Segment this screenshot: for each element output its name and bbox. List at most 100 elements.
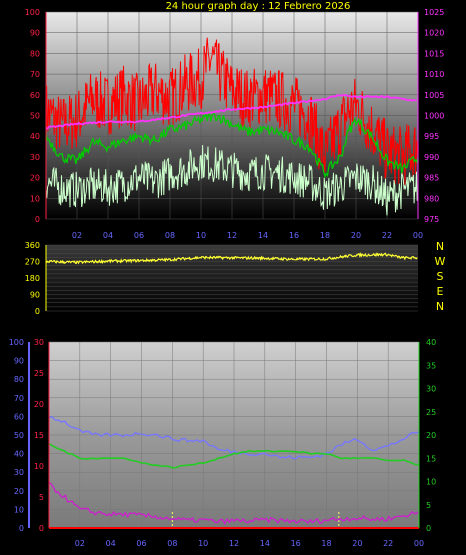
climate-chart: 0102030405060708090100051015202530051015…: [9, 338, 436, 548]
pressure-tick-label: 1015: [424, 49, 444, 58]
pressure-tick-label: 985: [424, 174, 439, 183]
climate-ticks: 0102030405060708090100051015202530051015…: [9, 338, 436, 548]
humidity-tick-label: 100: [9, 338, 24, 347]
x-tick-label: 22: [383, 539, 393, 548]
wind-tick-label: 70: [30, 70, 40, 79]
compass-label: N: [436, 240, 444, 253]
chart-title: 24 hour graph day : 12 Febrero 2026: [166, 1, 351, 12]
humidity-tick-label: 80: [14, 375, 24, 384]
pressure-tick-label: 1005: [424, 91, 444, 100]
wind-tick-label: 100: [25, 8, 40, 17]
x-tick-label: 06: [136, 539, 146, 548]
dewpoint-tick-label: 5: [39, 493, 44, 502]
humidity-tick-label: 70: [14, 394, 24, 403]
temperature-tick-label: 20: [426, 431, 436, 440]
dewpoint-tick-label: 30: [34, 338, 44, 347]
x-tick-label: 08: [167, 539, 177, 548]
x-tick-label: 00: [413, 231, 423, 240]
humidity-tick-label: 20: [14, 487, 24, 496]
pressure-tick-label: 1025: [424, 8, 444, 17]
compass-label: N: [436, 300, 444, 313]
climate-grid: [49, 341, 420, 529]
dewpoint-tick-label: 10: [34, 462, 44, 471]
temperature-tick-label: 15: [426, 454, 436, 463]
temperature-tick-label: 35: [426, 361, 436, 370]
dewpoint-tick-label: 20: [34, 400, 44, 409]
climate-series: [48, 416, 420, 529]
wind-tick-label: 40: [30, 132, 40, 141]
direction-series: [45, 252, 418, 265]
temperature-tick-label: 30: [426, 385, 436, 394]
temperature-tick-label: 10: [426, 478, 436, 487]
x-tick-label: 14: [260, 539, 270, 548]
wind-pressure-series: [45, 37, 419, 216]
x-tick-label: 22: [382, 231, 392, 240]
compass-label: S: [437, 270, 444, 283]
x-tick-label: 04: [103, 231, 113, 240]
temperature-tick-label: 0: [426, 524, 431, 533]
humidity-line: [48, 416, 420, 460]
dewpoint-tick-label: 15: [34, 431, 44, 440]
x-tick-label: 12: [229, 539, 239, 548]
x-tick-label: 12: [227, 231, 237, 240]
x-tick-label: 10: [198, 539, 208, 548]
temperature-line: [48, 443, 420, 469]
wind-tick-label: 0: [35, 215, 40, 224]
humidity-tick-label: 60: [14, 412, 24, 421]
pressure-tick-label: 995: [424, 132, 439, 141]
wind-tick-label: 60: [30, 91, 40, 100]
temperature-tick-label: 5: [426, 501, 431, 510]
humidity-tick-label: 50: [14, 431, 24, 440]
x-tick-label: 08: [165, 231, 175, 240]
x-tick-label: 00: [414, 539, 424, 548]
wind-speed-low-line: [45, 144, 418, 216]
temperature-tick-label: 25: [426, 408, 436, 417]
x-tick-label: 10: [196, 231, 206, 240]
pressure-tick-label: 1010: [424, 70, 444, 79]
wind-tick-label: 80: [30, 49, 40, 58]
wind-speed-line: [45, 111, 419, 179]
humidity-tick-label: 10: [14, 505, 24, 514]
x-tick-label: 20: [352, 539, 362, 548]
pressure-tick-label: 1020: [424, 29, 444, 38]
dewpoint-line: [48, 481, 420, 526]
compass-label: W: [435, 255, 446, 268]
x-tick-label: 18: [321, 539, 331, 548]
humidity-tick-label: 0: [19, 524, 24, 533]
x-tick-label: 02: [72, 231, 82, 240]
humidity-tick-label: 30: [14, 468, 24, 477]
humidity-tick-label: 90: [14, 357, 24, 366]
x-tick-label: 18: [320, 231, 330, 240]
direction-tick-label: 0: [35, 307, 40, 316]
wind-tick-label: 10: [30, 194, 40, 203]
wind-gust-line: [45, 37, 419, 185]
pressure-tick-label: 990: [424, 153, 439, 162]
x-tick-label: 20: [351, 231, 361, 240]
x-tick-label: 02: [75, 539, 85, 548]
temperature-tick-label: 40: [426, 338, 436, 347]
compass-label: E: [437, 285, 444, 298]
wind-tick-label: 30: [30, 153, 40, 162]
direction-tick-label: 180: [25, 274, 40, 283]
x-tick-label: 06: [134, 231, 144, 240]
direction-tick-label: 90: [30, 291, 40, 300]
pressure-tick-label: 980: [424, 194, 439, 203]
pressure-line: [45, 94, 417, 130]
direction-line: [45, 252, 418, 265]
pressure-tick-label: 1000: [424, 112, 444, 121]
x-tick-label: 16: [291, 539, 301, 548]
wind-tick-label: 20: [30, 174, 40, 183]
wind-tick-label: 50: [30, 112, 40, 121]
direction-ticks: 0 90 180 270 360: [25, 241, 40, 316]
x-tick-label: 14: [258, 231, 268, 240]
pressure-tick-label: 975: [424, 215, 439, 224]
dewpoint-tick-label: 25: [34, 369, 44, 378]
direction-tick-label: 270: [25, 258, 40, 267]
humidity-tick-label: 40: [14, 450, 24, 459]
dewpoint-tick-label: 0: [39, 524, 44, 533]
